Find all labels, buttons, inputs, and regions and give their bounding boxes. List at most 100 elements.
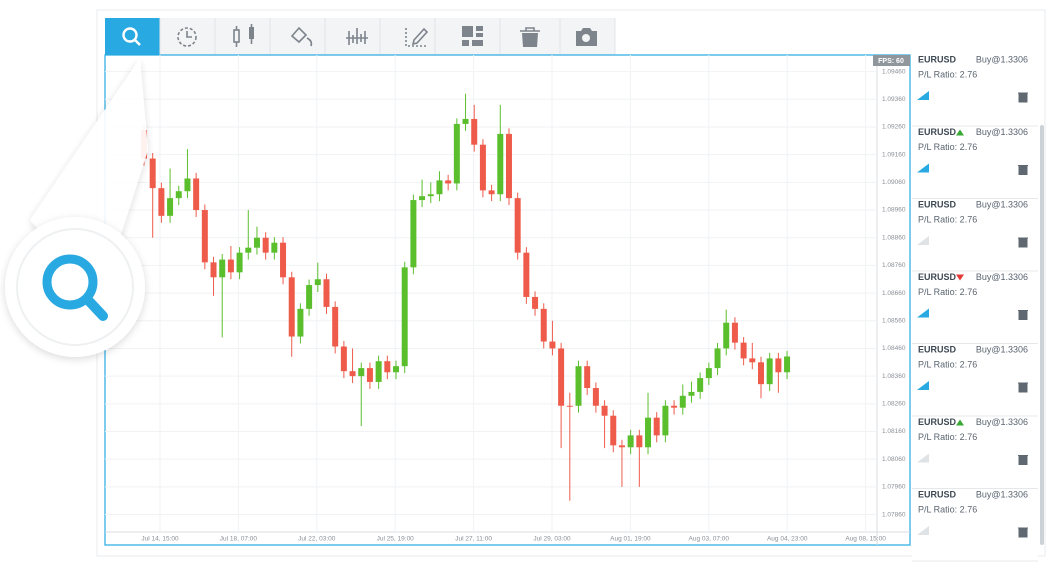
candle-body bbox=[618, 445, 625, 448]
zoom-glass bbox=[42, 254, 98, 310]
time-button[interactable] bbox=[177, 27, 197, 47]
delete-icon[interactable] bbox=[1018, 455, 1028, 465]
fps-label: FPS: 60 bbox=[878, 58, 904, 65]
delete-icon[interactable] bbox=[1018, 237, 1028, 248]
delete-icon[interactable] bbox=[1018, 165, 1028, 175]
zoom-handle bbox=[83, 295, 108, 321]
candle-body bbox=[219, 259, 226, 278]
candle-body bbox=[375, 361, 382, 382]
delete-icon[interactable] bbox=[1018, 527, 1028, 538]
order: Buy@1.3306 bbox=[976, 199, 1028, 209]
annotate-button[interactable] bbox=[405, 27, 429, 47]
candle-body bbox=[566, 405, 573, 407]
candle-body bbox=[532, 296, 539, 309]
candle-body bbox=[384, 361, 391, 373]
candle-body bbox=[366, 368, 373, 382]
y-tick-label: 1.08860 bbox=[882, 234, 906, 241]
candle-body bbox=[688, 391, 695, 396]
candle-body bbox=[314, 279, 321, 286]
order: Buy@1.3306 bbox=[976, 127, 1028, 137]
candle-body bbox=[627, 435, 634, 448]
candle-body bbox=[610, 415, 617, 446]
position-card[interactable] bbox=[912, 127, 1038, 198]
candle-body bbox=[671, 405, 678, 408]
position-card[interactable] bbox=[912, 417, 1038, 488]
candle-body bbox=[471, 118, 478, 145]
candle-body bbox=[653, 417, 660, 436]
ratio: P/L Ratio: 2.76 bbox=[918, 287, 977, 297]
position-card[interactable] bbox=[912, 490, 1038, 560]
candle-body bbox=[349, 371, 356, 377]
x-tick-label: Jul 27, 11:00 bbox=[455, 536, 492, 543]
delete-icon[interactable] bbox=[1018, 310, 1028, 320]
x-tick-label: Jul 29, 03:00 bbox=[533, 536, 571, 543]
candle-button[interactable] bbox=[233, 24, 254, 47]
delete-icon[interactable] bbox=[1018, 382, 1028, 393]
y-tick-label: 1.08260 bbox=[882, 401, 906, 408]
chart-icon[interactable] bbox=[917, 453, 929, 463]
ratio: P/L Ratio: 2.76 bbox=[918, 142, 977, 152]
y-tick-label: 1.08760 bbox=[882, 262, 906, 269]
ratio: P/L Ratio: 2.76 bbox=[918, 359, 977, 369]
trend-up bbox=[956, 419, 964, 426]
position-card[interactable] bbox=[912, 200, 1038, 270]
y-tick-label: 1.08560 bbox=[882, 317, 906, 324]
chart-frame bbox=[104, 54, 911, 546]
candle-body bbox=[410, 200, 417, 268]
snapshot-button[interactable] bbox=[576, 28, 597, 46]
x-tick-label: Jul 22, 03:00 bbox=[298, 536, 336, 543]
symbol: EURUSD bbox=[918, 199, 957, 209]
symbol: EURUSD bbox=[918, 54, 957, 64]
position-card[interactable] bbox=[912, 345, 1038, 415]
layout-button[interactable] bbox=[462, 26, 483, 46]
candle-body bbox=[210, 262, 217, 278]
candle-body bbox=[784, 356, 791, 373]
candle-body bbox=[175, 191, 182, 199]
y-tick-label: 1.08460 bbox=[882, 345, 906, 352]
toolbar bbox=[105, 18, 616, 55]
y-tick-label: 1.09260 bbox=[882, 124, 906, 131]
y-tick-label: 1.07960 bbox=[882, 484, 906, 491]
chart-icon[interactable] bbox=[917, 526, 929, 535]
x-tick-label: Aug 03, 07:00 bbox=[689, 536, 730, 543]
symbol: EURUSD bbox=[918, 127, 957, 137]
scrollbar bbox=[1040, 125, 1044, 545]
zoom-button[interactable] bbox=[105, 18, 160, 55]
draw-button[interactable] bbox=[290, 26, 313, 47]
candle-body bbox=[749, 358, 756, 363]
chart-icon[interactable] bbox=[917, 163, 929, 173]
candle-body bbox=[427, 194, 434, 197]
chart-icon[interactable] bbox=[917, 236, 929, 245]
chart-icon[interactable] bbox=[917, 308, 929, 318]
y-tick-label: 1.09360 bbox=[882, 96, 906, 103]
position-card[interactable] bbox=[912, 272, 1038, 343]
position-card[interactable] bbox=[912, 55, 1038, 125]
zoom-bubble bbox=[5, 217, 145, 357]
bars-button[interactable] bbox=[346, 28, 368, 45]
x-tick-label: Aug 01, 19:00 bbox=[610, 536, 651, 543]
candle-body bbox=[584, 366, 591, 389]
y-tick-label: 1.08660 bbox=[882, 290, 906, 297]
candle-body bbox=[523, 252, 530, 297]
delete-button[interactable] bbox=[520, 27, 540, 47]
candle-body bbox=[236, 252, 243, 273]
candle-body bbox=[479, 144, 486, 191]
candle-body bbox=[401, 267, 408, 367]
order: Buy@1.3306 bbox=[976, 417, 1028, 427]
candle-body bbox=[245, 247, 252, 253]
candle-body bbox=[271, 242, 278, 253]
y-tick-label: 1.09160 bbox=[882, 151, 906, 158]
chart-icon[interactable] bbox=[917, 381, 929, 390]
chart-icon[interactable] bbox=[917, 91, 929, 100]
ratio: P/L Ratio: 2.76 bbox=[918, 69, 977, 79]
delete-icon[interactable] bbox=[1018, 92, 1028, 103]
candles bbox=[141, 93, 791, 501]
candle-body bbox=[592, 388, 599, 406]
candle-body bbox=[201, 210, 208, 263]
candle-body bbox=[714, 348, 721, 369]
fps-badge bbox=[873, 55, 910, 66]
candle-body bbox=[462, 118, 469, 124]
zoom-icon bbox=[122, 27, 138, 43]
trend-down bbox=[956, 274, 964, 281]
